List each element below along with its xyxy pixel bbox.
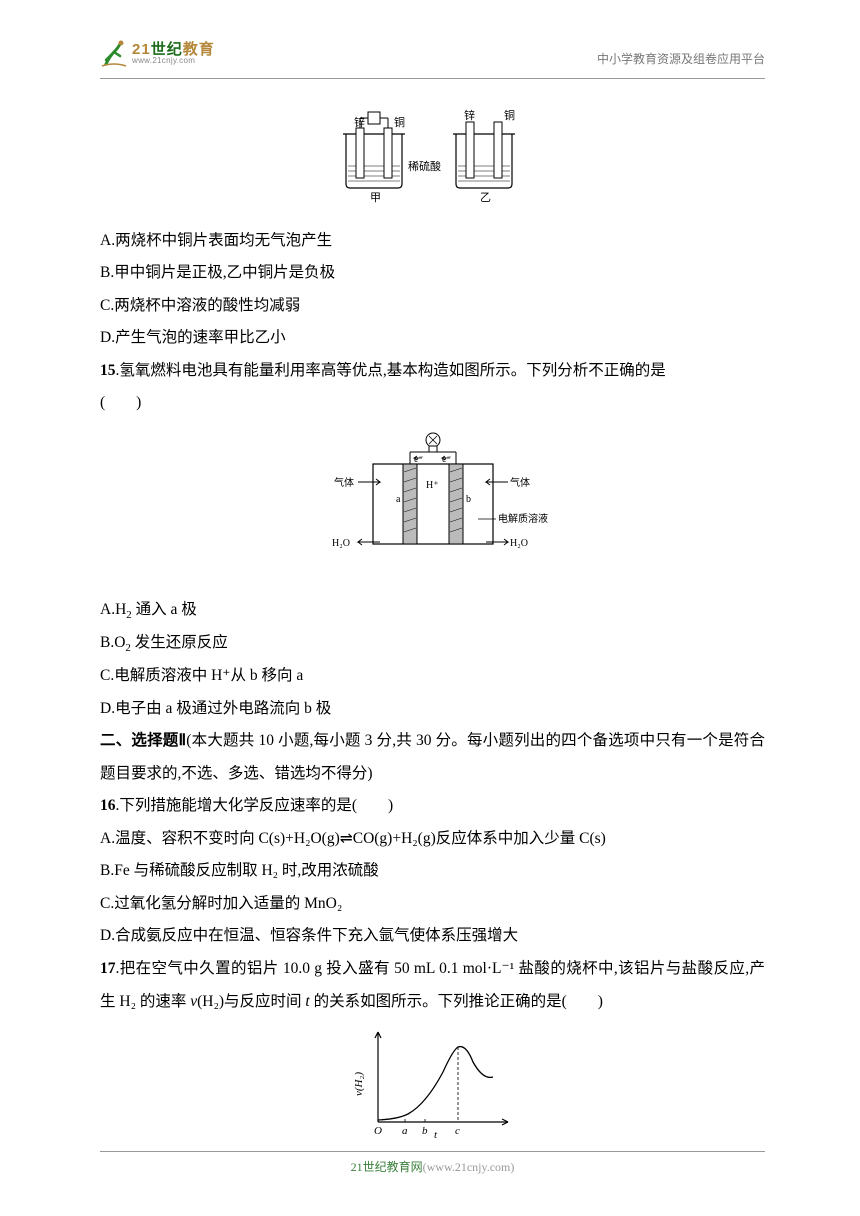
label-gas-right: 气体 (510, 476, 530, 489)
q15a-post: 通入 a 极 (132, 601, 197, 618)
logo: 21世纪教育 www.21cnjy.com (100, 38, 215, 68)
q15-opt-d: D.电子由 a 极通过外电路流向 b 极 (100, 693, 765, 726)
q17-stem: 17.把在空气中久置的铝片 10.0 g 投入盛有 50 mL 0.1 mol·… (100, 953, 765, 1018)
label-e-right: e⁻ (442, 454, 452, 465)
label-zn-right: 锌 (464, 108, 475, 122)
content: 锌 铜 稀硫酸 甲 锌 铜 乙 A.两烧 (100, 100, 765, 1163)
figure-fuel-cell: e⁻ e⁻ 气体 气体 H⁺ a b 电解质溶液 H₂O (100, 424, 765, 587)
logo-url: www.21cnjy.com (132, 57, 215, 65)
section-2-desc: (本大题共 10 小题,每小题 3 分,共 30 分。每小题列出的四个备选项中只… (100, 732, 765, 782)
q16-opt-b: B.Fe 与稀硫酸反应制取 H₂ 时,改用浓硫酸 (100, 855, 765, 888)
q17-text-2: (H₂)与反应时间 (197, 993, 305, 1010)
q16-opt-a: A.温度、容积不变时向 C(s)+H₂O(g)⇌CO(g)+H₂(g)反应体系中… (100, 823, 765, 856)
q16-opt-c: C.过氧化氢分解时加入适量的 MnO₂ (100, 888, 765, 921)
label-hplus: H⁺ (426, 480, 439, 491)
q14-opt-b: B.甲中铜片是正极,乙中铜片是负极 (100, 257, 765, 290)
y-axis-label: v(H₂) (353, 1072, 365, 1096)
logo-text: 21世纪教育 www.21cnjy.com (132, 42, 215, 65)
tick-c: c (455, 1125, 460, 1137)
q17-num: 17 (100, 960, 116, 977)
q17-text-3: 的关系如图所示。下列推论正确的是( ) (310, 993, 603, 1010)
label-zn-left: 锌 (354, 115, 365, 129)
q16-num: 16 (100, 797, 116, 814)
label-e-left: e⁻ (414, 454, 424, 465)
fuel-cell-container-icon (373, 464, 493, 544)
q15-paren: ( ) (100, 387, 765, 420)
logo-runner-icon (100, 38, 128, 68)
section-2-title: 二、选择题Ⅱ (100, 732, 186, 749)
label-cu-left: 铜 (394, 115, 405, 129)
label-h2o-left: H₂O (332, 538, 350, 549)
x-axis-label: t (434, 1129, 438, 1141)
q15-opt-b: B.O2 发生还原反应 (100, 627, 765, 660)
figure-rate-curve: v(H₂) O a b c t (100, 1022, 765, 1155)
q15-opt-a: A.H2 通入 a 极 (100, 594, 765, 627)
q14-opt-d: D.产生气泡的速率甲比乙小 (100, 322, 765, 355)
q15-opt-c: C.电解质溶液中 H⁺从 b 移向 a (100, 660, 765, 693)
footer-url: (www.21cnjy.com) (423, 1160, 515, 1174)
q15-stem: 15.氢氧燃料电池具有能量利用率高等优点,基本构造如图所示。下列分析不正确的是 (100, 355, 765, 388)
header-rule (100, 78, 765, 79)
label-right-beaker: 乙 (480, 191, 491, 204)
q14-opt-a: A.两烧杯中铜片表面均无气泡产生 (100, 225, 765, 258)
q15b-pre: B.O (100, 634, 125, 651)
beaker-right-icon (453, 122, 515, 188)
label-h2o-right: H₂O (510, 538, 528, 549)
label-b: b (466, 494, 471, 505)
header-subtitle: 中小学教育资源及组卷应用平台 (597, 50, 765, 67)
q15b-post: 发生还原反应 (131, 634, 228, 651)
logo-title-end: 教育 (183, 41, 215, 58)
logo-title-mid: 世纪 (151, 41, 183, 58)
label-left-beaker: 甲 (370, 192, 381, 204)
logo-title-num: 21 (132, 41, 151, 58)
label-a: a (396, 494, 401, 505)
rate-curve-icon (378, 1047, 493, 1120)
label-cu-right: 铜 (504, 108, 515, 122)
q16-opt-d: D.合成氨反应中在恒温、恒容条件下充入氩气使体系压强增大 (100, 920, 765, 953)
tick-a: a (402, 1125, 408, 1137)
tick-O: O (374, 1125, 382, 1137)
label-electrolyte: 电解质溶液 (498, 512, 548, 525)
q16-stem: 16.下列措施能增大化学反应速率的是( ) (100, 790, 765, 823)
page-footer: 21世纪教育网(www.21cnjy.com) (100, 1151, 765, 1176)
q15a-pre: A.H (100, 601, 126, 618)
q14-opt-c: C.两烧杯中溶液的酸性均减弱 (100, 290, 765, 323)
tick-b: b (422, 1125, 428, 1137)
label-gas-left: 气体 (334, 476, 354, 489)
figure-beakers: 锌 铜 稀硫酸 甲 锌 铜 乙 (100, 104, 765, 217)
page: 21世纪教育 www.21cnjy.com 中小学教育资源及组卷应用平台 (0, 0, 860, 1216)
q16-text: .下列措施能增大化学反应速率的是( ) (116, 797, 394, 814)
page-header: 21世纪教育 www.21cnjy.com 中小学教育资源及组卷应用平台 (100, 38, 765, 88)
footer-brand: 21世纪教育网 (351, 1160, 423, 1174)
q15-num: 15 (100, 362, 116, 379)
label-acid: 稀硫酸 (408, 159, 441, 173)
q15-text: .氢氧燃料电池具有能量利用率高等优点,基本构造如图所示。下列分析不正确的是 (116, 362, 666, 379)
section-2-heading: 二、选择题Ⅱ(本大题共 10 小题,每小题 3 分,共 30 分。每小题列出的四… (100, 725, 765, 790)
logo-title: 21世纪教育 (132, 42, 215, 57)
